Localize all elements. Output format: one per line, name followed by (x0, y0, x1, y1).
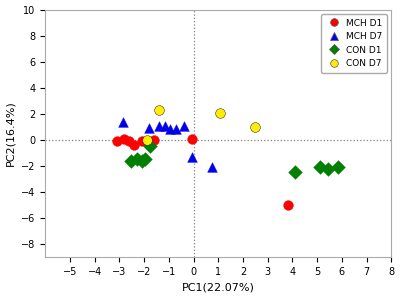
Point (209, 165, 215, 170)
Point (189, 137, 196, 142)
Point (335, 164, 342, 169)
Point (162, 124, 168, 128)
Point (173, 127, 180, 132)
Point (167, 126, 173, 131)
Point (131, 143, 138, 148)
Point (325, 166, 332, 171)
Point (143, 137, 150, 142)
Point (138, 159, 145, 164)
Point (142, 157, 148, 162)
Point (292, 170, 298, 175)
Point (324, 29, 330, 34)
Point (316, 165, 323, 170)
Point (189, 155, 196, 160)
Point (147, 143, 154, 148)
Point (146, 126, 152, 131)
Point (145, 138, 151, 143)
Point (284, 203, 291, 207)
Point (156, 123, 162, 128)
Point (127, 158, 134, 163)
Point (138, 139, 145, 144)
Point (121, 137, 128, 142)
Point (156, 108, 162, 112)
Point (126, 139, 132, 144)
Point (114, 139, 120, 144)
X-axis label: PC1(22.07%): PC1(22.07%) (182, 283, 255, 292)
Point (216, 110, 223, 115)
Point (252, 125, 258, 129)
Legend: MCH D1, MCH D7, CON D1, CON D7: MCH D1, MCH D7, CON D1, CON D7 (321, 14, 387, 73)
Point (151, 137, 157, 142)
Point (134, 157, 140, 162)
Point (120, 119, 126, 124)
Y-axis label: PC2(16.4%): PC2(16.4%) (6, 100, 16, 166)
Point (180, 123, 187, 128)
